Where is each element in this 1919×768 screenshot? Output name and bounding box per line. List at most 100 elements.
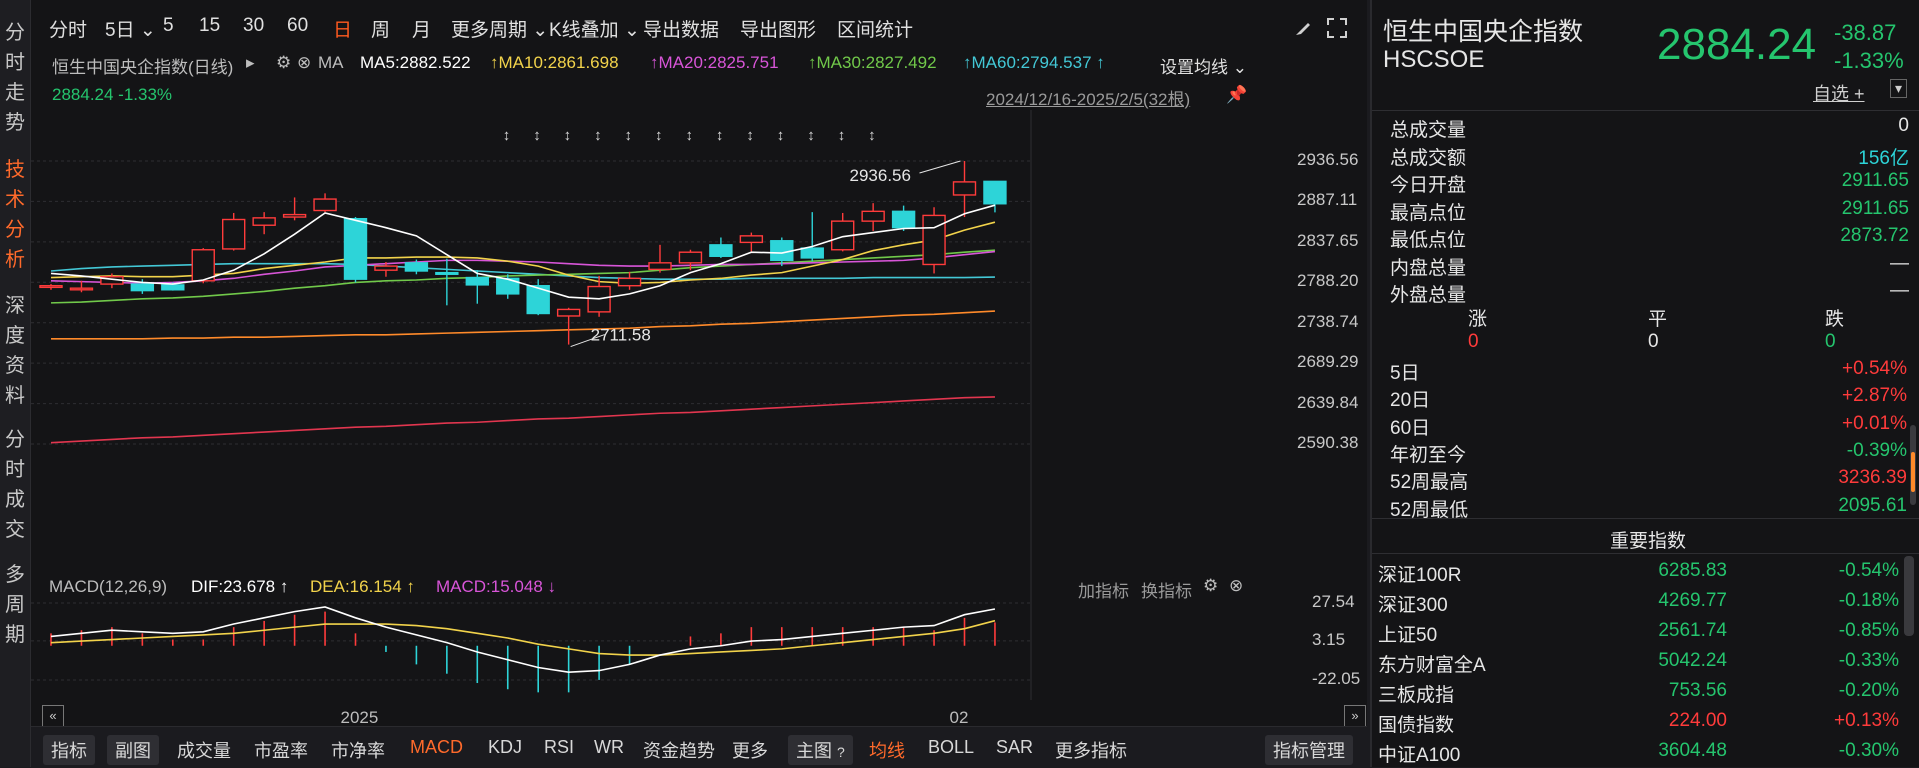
candle-down (709, 244, 733, 257)
macd-button[interactable]: MACD (410, 737, 463, 757)
period-daily[interactable]: 日 (333, 20, 353, 41)
quote-row-value: 156亿 (1858, 147, 1909, 169)
index-value: 2561.74 (1658, 620, 1727, 641)
perf-value: -0.39% (1846, 439, 1907, 461)
period-weekly[interactable]: 周 (371, 20, 391, 41)
kline-overlay-label: K线叠加 (549, 20, 619, 41)
index-name[interactable]: 三板成指 (1378, 685, 1455, 706)
more-periods-dropdown[interactable]: 更多周期 ⌄ (451, 20, 549, 41)
header-expand-icon[interactable]: ▸ (246, 53, 255, 72)
indicator-tab[interactable]: 指标 (43, 735, 95, 765)
nav-duozhouqi[interactable]: 多周期 (5, 564, 25, 646)
nav-fenshi-chengjiao[interactable]: 分时成交 (5, 429, 25, 541)
quote-row-label: 总成交额 (1390, 147, 1467, 169)
kline-chart[interactable]: ↕ ↕ ↕ ↕ ↕ ↕ ↕ ↕ ↕ ↕ ↕ ↕ ↕ 2936.56 2711.58 (31, 110, 1367, 570)
quote-row-label: 总成交量 (1390, 120, 1467, 141)
nav-shendu[interactable]: 深度资料 (5, 295, 25, 407)
main-chart-tab[interactable]: 主图 ? (788, 735, 853, 765)
macd-value: MACD:15.048 ↓ (436, 577, 557, 596)
draw-pen-icon[interactable] (1293, 18, 1313, 38)
nav-fenshi[interactable]: 分时走势 (5, 22, 25, 134)
event-marker: ↕ (625, 127, 633, 144)
index-name[interactable]: 国债指数 (1378, 715, 1455, 736)
quote-panel (1370, 0, 1919, 767)
breadth-label: 平 (1648, 309, 1668, 330)
macd-close-icon[interactable]: ⊗ (1229, 576, 1244, 595)
ma-button[interactable]: 均线 (869, 741, 905, 761)
export-data-button[interactable]: 导出数据 (643, 20, 720, 41)
macd-title: MACD(12,26,9) (49, 577, 168, 596)
index-name[interactable]: 东方财富全A (1378, 655, 1486, 676)
sar-button[interactable]: SAR (996, 737, 1034, 757)
add-indicator-button[interactable]: 加指标 (1078, 582, 1129, 601)
volume-button[interactable]: 成交量 (177, 741, 231, 761)
close-icon[interactable]: ⊗ (297, 53, 312, 72)
index-name[interactable]: 深证300 (1378, 595, 1448, 616)
macd-gear-icon[interactable]: ⚙ (1203, 576, 1219, 595)
ma60-text: MA60:2794.537 (971, 53, 1092, 72)
candle-down (891, 210, 916, 229)
event-marker: ↕ (564, 127, 572, 144)
kdj-button[interactable]: KDJ (488, 737, 523, 757)
pe-button[interactable]: 市盈率 (254, 741, 308, 761)
index-name[interactable]: 上证50 (1378, 625, 1438, 646)
period-30min[interactable]: 30 (243, 15, 265, 36)
candle-down (465, 276, 489, 286)
candle-up (191, 249, 215, 282)
period-fenshi[interactable]: 分时 (49, 20, 88, 41)
set-ma-dropdown[interactable]: 设置均线 ⌄ (1160, 58, 1247, 77)
indicator-manage-button[interactable]: 指标管理 (1265, 735, 1353, 765)
candle-up (374, 265, 398, 271)
quote-row-label: 最低点位 (1390, 230, 1467, 251)
event-marker: ↕ (868, 127, 876, 144)
nav-jishu[interactable]: 技术分析 (5, 159, 25, 271)
candle-down (983, 180, 1007, 205)
subchart-tab[interactable]: 副图 (107, 735, 159, 765)
event-marker: ↕ (746, 127, 754, 144)
price-tick: 2689.29 (1297, 352, 1359, 372)
interval-stats-button[interactable]: 区间统计 (837, 20, 914, 41)
change-indicator-button[interactable]: 换指标 (1141, 582, 1192, 601)
period-monthly[interactable]: 月 (412, 20, 432, 41)
event-marker: ↕ (807, 127, 815, 144)
period-15min[interactable]: 15 (199, 15, 221, 36)
macd-chart[interactable] (31, 570, 1367, 700)
price-tick: 2590.38 (1297, 433, 1359, 452)
macd-tick: 3.15 (1312, 629, 1346, 649)
export-chart-button[interactable]: 导出图形 (740, 20, 817, 41)
pin-icon[interactable]: 📌 (1226, 85, 1248, 104)
index-value: 224.00 (1668, 710, 1727, 731)
perf-value: 2095.61 (1838, 494, 1907, 516)
indices-scrollbar[interactable] (1904, 556, 1914, 636)
boll-button[interactable]: BOLL (928, 737, 975, 757)
candle-up (648, 262, 672, 271)
scroll-left-button[interactable]: « (42, 705, 64, 727)
gear-icon[interactable]: ⚙ (276, 53, 292, 72)
index-name[interactable]: 中证A100 (1378, 745, 1461, 766)
quote-row-label: 外盘总量 (1390, 285, 1467, 306)
scroll-right-button[interactable]: » (1344, 705, 1366, 727)
more-indicators-button[interactable]: 更多指标 (1055, 741, 1127, 761)
wr-button[interactable]: WR (594, 737, 624, 757)
date-range[interactable]: 2024/12/16-2025/2/5(32根) (986, 90, 1191, 109)
perf-value: +2.87% (1842, 385, 1907, 407)
period-60min[interactable]: 60 (287, 15, 309, 36)
index-name[interactable]: 深证100R (1378, 565, 1462, 586)
rsi-button[interactable]: RSI (544, 737, 575, 757)
candle-up (282, 213, 307, 218)
pb-button[interactable]: 市净率 (331, 741, 385, 761)
perf-scrollbar-thumb[interactable] (1911, 452, 1915, 492)
left-nav: 分时走势 技术分析 深度资料 分时成交 多周期 (0, 0, 31, 767)
capital-trend-button[interactable]: 资金趋势 (643, 741, 715, 761)
fullscreen-icon[interactable] (1326, 17, 1348, 39)
add-watchlist-button[interactable]: 自选 + (1813, 84, 1865, 104)
kline-overlay-dropdown[interactable]: K线叠加 ⌄ (549, 20, 640, 41)
period-5min[interactable]: 5 (163, 15, 174, 36)
price-tick: 2837.65 (1297, 230, 1359, 250)
quote-row-value: — (1890, 252, 1909, 274)
more-subchart-button[interactable]: 更多 (732, 741, 768, 761)
period-5day[interactable]: 5日 ⌄ (105, 20, 156, 41)
candle-up (922, 214, 946, 266)
watchlist-dropdown-icon[interactable]: ▾ (1890, 79, 1908, 98)
period-toolbar: 分时 5日 ⌄ 5 15 30 60 日 周 月 更多周期 ⌄ K线叠加 ⌄ 导… (31, 0, 1367, 58)
